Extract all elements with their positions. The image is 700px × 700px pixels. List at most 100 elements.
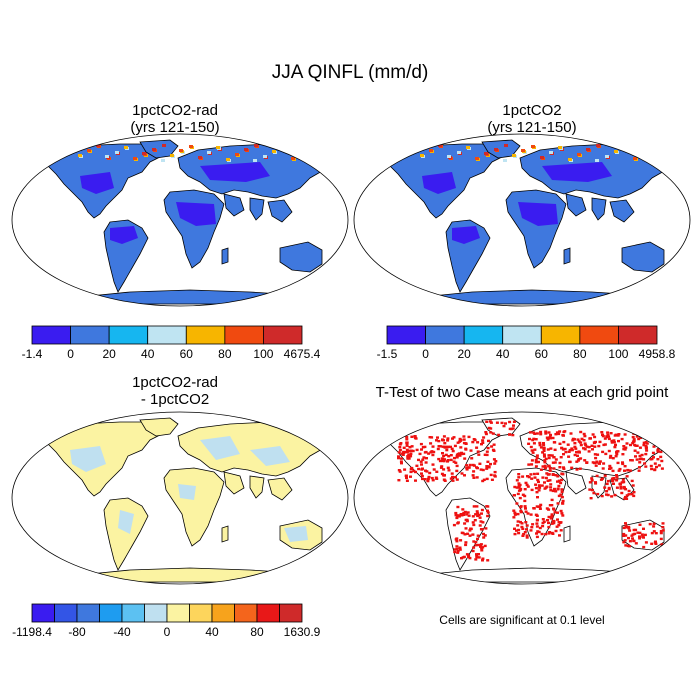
arabia-landmass [565,193,587,217]
significant-cell [561,502,565,505]
significant-cell [472,523,476,527]
significant-cell [513,527,516,530]
significant-cell [614,443,617,447]
significant-cell [524,510,528,513]
high-value-cell [300,152,304,155]
significant-cell [624,495,627,499]
high-value-cell [124,146,128,149]
significant-cell [600,431,604,434]
significant-cell [449,454,453,457]
significant-cell [530,488,534,492]
significant-cell [594,464,598,467]
significant-cell [400,452,404,455]
significant-cell [622,480,626,484]
significant-cell [554,458,558,461]
panel2-map [353,133,691,307]
significant-cell [446,466,450,469]
colorbar-swatch [256,603,280,623]
significant-cell [601,467,605,470]
significant-cell [441,452,444,455]
significant-cell [465,519,469,523]
significant-cell [569,432,573,435]
significant-cell [601,450,605,454]
significant-cell [598,440,602,444]
significant-cell [595,474,599,478]
significant-cell [615,451,618,454]
significant-cell [523,488,527,491]
significant-cell [463,510,467,514]
significant-cell [610,495,614,498]
significant-cell [595,460,599,463]
colorbar-label: -1198.4 [12,625,52,639]
high-value-cell [282,146,286,149]
significant-cell [397,469,401,472]
significant-cell [429,442,433,445]
significant-cell [453,444,457,448]
significant-cell [596,492,600,496]
significant-cell [639,436,643,439]
significant-cell [479,545,482,548]
significant-cell [654,542,658,545]
significant-cell [430,436,434,439]
significant-cell [424,450,428,454]
significant-cell [615,476,619,479]
panel2-title-line1: 1pctCO2 [502,102,562,119]
significant-cell [619,487,623,490]
significant-cell [463,522,467,525]
significant-cell [604,452,608,456]
significant-cell [537,460,540,464]
significant-cell [398,443,402,446]
significant-cell [462,452,466,455]
significant-cell [555,525,559,528]
significant-cell [481,439,485,442]
significant-cell [579,430,583,434]
significant-cell [530,463,534,466]
significant-cell [466,532,470,535]
significant-cell [532,472,536,476]
high-value-cell [253,159,257,162]
significant-cell [622,534,626,537]
significant-cell [544,457,548,461]
significant-cell [517,489,521,492]
significant-cell [550,498,554,502]
main-title: JJA QINFL (mm/d) [271,62,429,83]
significant-cell [415,464,419,467]
significant-cell [467,435,471,439]
significant-cell [553,487,556,491]
significant-cell [486,505,490,508]
panel1-colorbar: -1.4 0 20 40 60 80 100 4675.4 [22,325,321,361]
significant-cell [639,431,643,435]
significant-cell [615,452,619,456]
significant-cell [598,462,601,465]
significant-cell [610,439,614,443]
australia-landmass [621,241,665,273]
significance-note: Cells are significant at 0.1 level [439,613,605,627]
colorbar-label: 60 [535,347,549,361]
colorbar-label: 20 [457,347,471,361]
significant-cell [460,452,464,456]
significant-cell [533,448,537,451]
significant-cell [554,474,558,477]
significant-cell [612,441,616,444]
significant-cell [512,516,516,519]
significant-cell [489,427,493,430]
significant-cell [425,457,428,460]
significant-cell [452,460,456,463]
significant-cell [627,527,631,530]
significant-cell [561,499,565,503]
colorbar-swatch [386,325,426,345]
significant-cell [455,516,459,520]
significant-cell [516,520,520,523]
significant-cell [530,526,534,529]
significant-cell [583,442,587,445]
colorbar-swatch [108,325,149,345]
significant-cell [543,461,547,464]
significant-cell [650,430,654,433]
significant-cell [529,529,533,532]
significant-cell [550,454,554,457]
significant-cell [465,513,469,516]
high-value-cell [504,144,508,147]
significant-cell [530,449,534,452]
significant-cell [603,437,607,440]
negative-change-region [70,446,106,472]
